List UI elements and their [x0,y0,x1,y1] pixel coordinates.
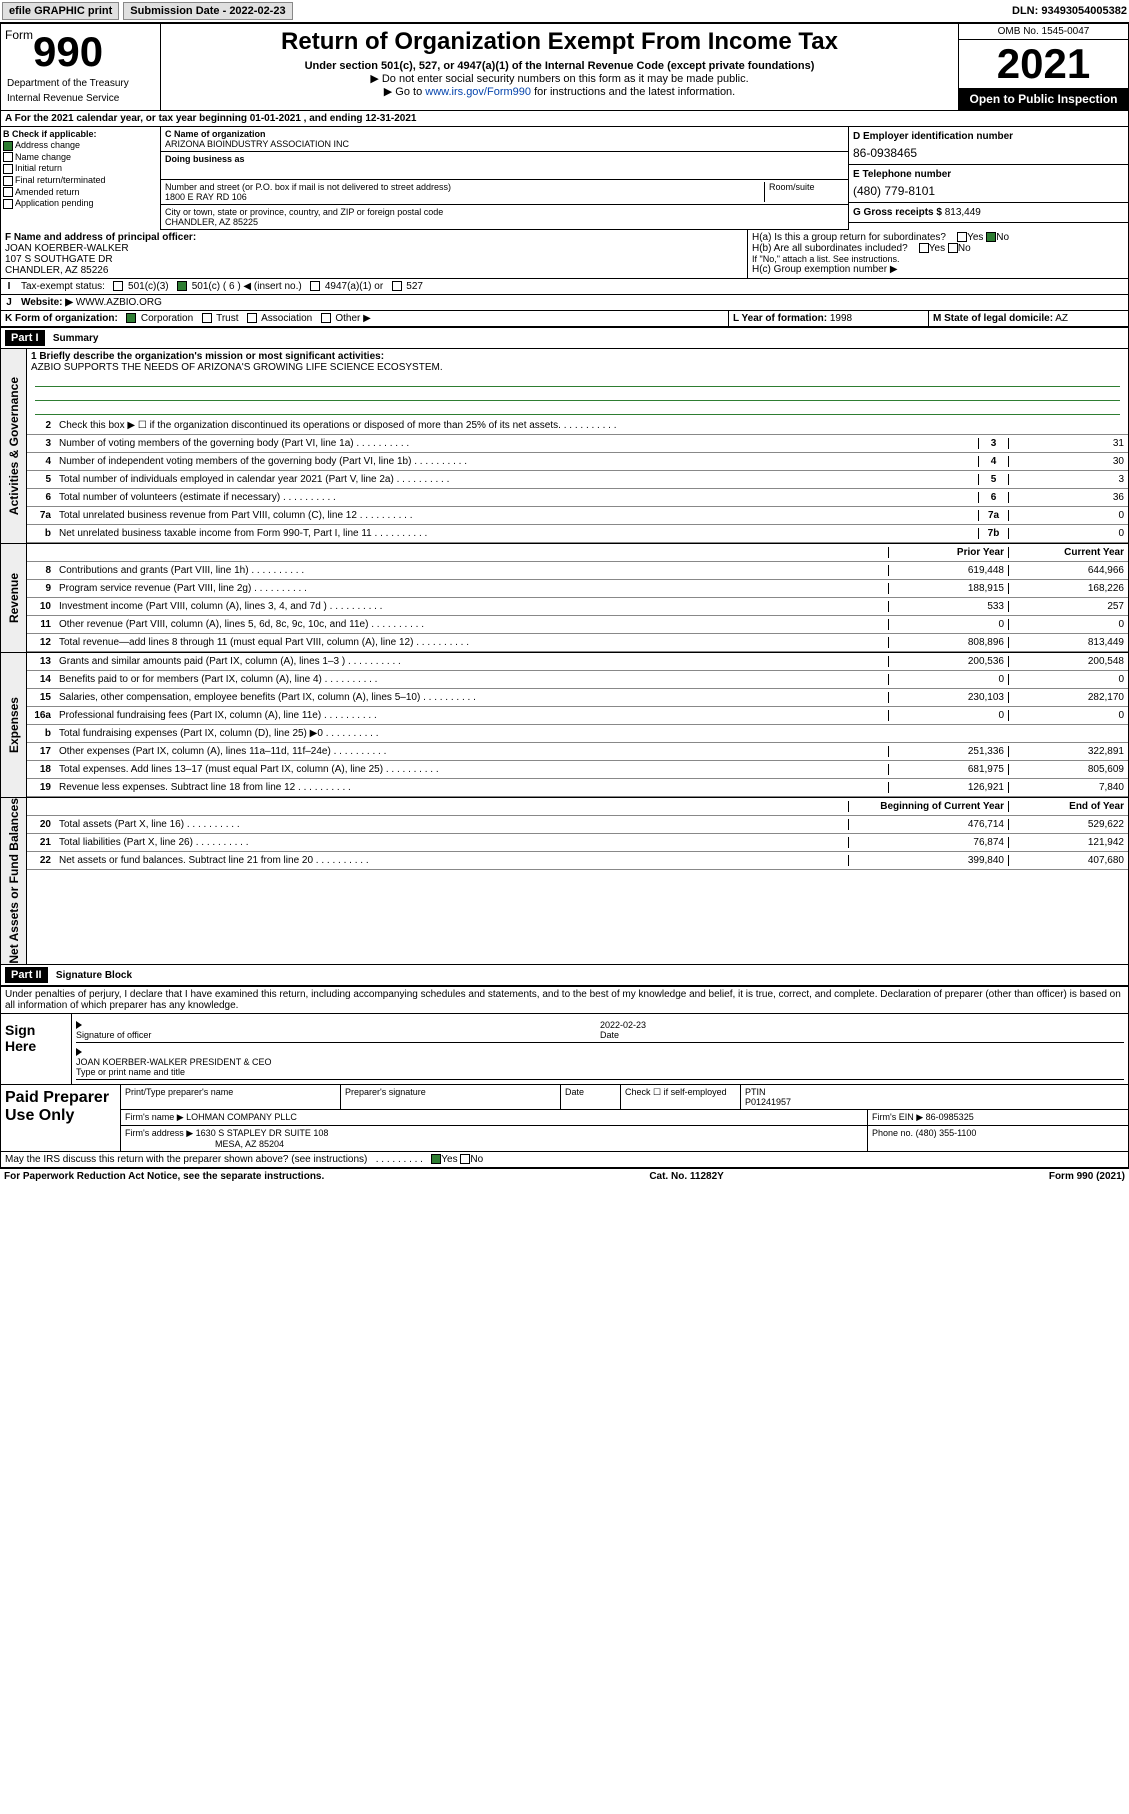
line-8: 8Contributions and grants (Part VIII, li… [27,562,1128,580]
phone-value: (480) 779-8101 [853,184,1124,198]
line-15: 15Salaries, other compensation, employee… [27,689,1128,707]
tax-exempt-status: Tax-exempt status: 501(c)(3) 501(c) ( 6 … [17,279,1128,294]
irs-label: Internal Revenue Service [5,91,156,106]
row-a-tax-year: A For the 2021 calendar year, or tax yea… [1,111,1128,127]
ha-no-checkbox[interactable] [986,232,996,242]
line-20: 20Total assets (Part X, line 16)476,7145… [27,816,1128,834]
vert-governance: Activities & Governance [7,377,21,515]
checkbox-name-change[interactable]: Name change [3,152,158,163]
footer-form: Form 990 (2021) [1049,1171,1125,1182]
omb-number: OMB No. 1545-0047 [959,24,1128,40]
submission-date-button[interactable]: Submission Date - 2022-02-23 [123,2,292,20]
org-address: 1800 E RAY RD 106 [165,192,247,202]
open-public-badge: Open to Public Inspection [959,88,1128,110]
checkbox-initial-return[interactable]: Initial return [3,163,158,174]
org-city: CHANDLER, AZ 85225 [165,217,258,227]
col-b-checkboxes: B Check if applicable: Address changeNam… [1,127,161,230]
org-name: ARIZONA BIOINDUSTRY ASSOCIATION INC [165,139,349,149]
ein-value: 86-0938465 [853,146,1124,160]
line-5: 5Total number of individuals employed in… [27,471,1128,489]
line-b: bNet unrelated business taxable income f… [27,525,1128,543]
line-10: 10Investment income (Part VIII, column (… [27,598,1128,616]
dln-label: DLN: 93493054005382 [1012,5,1127,17]
form-header: Form990 Department of the Treasury Inter… [0,23,1129,111]
checkbox-application-pending[interactable]: Application pending [3,198,158,209]
irs-link[interactable]: www.irs.gov/Form990 [425,86,531,98]
line-14: 14Benefits paid to or for members (Part … [27,671,1128,689]
website-value: WWW.AZBIO.ORG [76,297,162,308]
form-title: Return of Organization Exempt From Incom… [165,28,954,56]
line-17: 17Other expenses (Part IX, column (A), l… [27,743,1128,761]
checkbox-address-change[interactable]: Address change [3,140,158,151]
ptin-value: P01241957 [745,1097,791,1107]
note-link: ▶ Go to www.irs.gov/Form990 for instruct… [165,85,954,98]
mission-text: AZBIO SUPPORTS THE NEEDS OF ARIZONA'S GR… [31,362,1124,373]
line-12: 12Total revenue—add lines 8 through 11 (… [27,634,1128,652]
officer-name: JOAN KOERBER-WALKER [5,243,129,254]
note-ssn: ▶ Do not enter social security numbers o… [165,72,954,85]
line-11: 11Other revenue (Part VIII, column (A), … [27,616,1128,634]
signer-name: JOAN KOERBER-WALKER PRESIDENT & CEO [76,1057,272,1067]
form-number: Form990 [5,28,156,76]
line-2: 2Check this box ▶ ☐ if the organization … [27,417,1128,435]
vert-expenses: Expenses [7,697,21,753]
sign-here-label: Sign Here [1,1014,71,1084]
line-18: 18Total expenses. Add lines 13–17 (must … [27,761,1128,779]
part-1-header: Part I [5,330,45,346]
paid-preparer-label: Paid Preparer Use Only [1,1085,121,1151]
gross-receipts: 813,449 [945,207,981,218]
tax-year: 2021 [959,40,1128,88]
checkbox-final-return-terminated[interactable]: Final return/terminated [3,175,158,186]
line-21: 21Total liabilities (Part X, line 26)76,… [27,834,1128,852]
vert-revenue: Revenue [7,573,21,623]
line-19: 19Revenue less expenses. Subtract line 1… [27,779,1128,797]
footer-catno: Cat. No. 11282Y [649,1171,723,1182]
form-subtitle: Under section 501(c), 527, or 4947(a)(1)… [165,60,954,72]
penalty-statement: Under penalties of perjury, I declare th… [1,987,1128,1013]
line-6: 6Total number of volunteers (estimate if… [27,489,1128,507]
firm-name: LOHMAN COMPANY PLLC [186,1112,297,1122]
line-22: 22Net assets or fund balances. Subtract … [27,852,1128,870]
footer-paperwork: For Paperwork Reduction Act Notice, see … [4,1171,324,1182]
vert-net-assets: Net Assets or Fund Balances [7,798,21,964]
line-13: 13Grants and similar amounts paid (Part … [27,653,1128,671]
line-4: 4Number of independent voting members of… [27,453,1128,471]
line-7a: 7aTotal unrelated business revenue from … [27,507,1128,525]
efile-button[interactable]: efile GRAPHIC print [2,2,119,20]
line-16a: 16aProfessional fundraising fees (Part I… [27,707,1128,725]
line-3: 3Number of voting members of the governi… [27,435,1128,453]
top-toolbar: efile GRAPHIC print Submission Date - 20… [0,0,1129,23]
dept-label: Department of the Treasury [5,76,156,91]
part-2-header: Part II [5,967,48,983]
line-9: 9Program service revenue (Part VIII, lin… [27,580,1128,598]
discuss-yes-checkbox[interactable] [431,1154,441,1164]
line-b: bTotal fundraising expenses (Part IX, co… [27,725,1128,743]
checkbox-amended-return[interactable]: Amended return [3,187,158,198]
